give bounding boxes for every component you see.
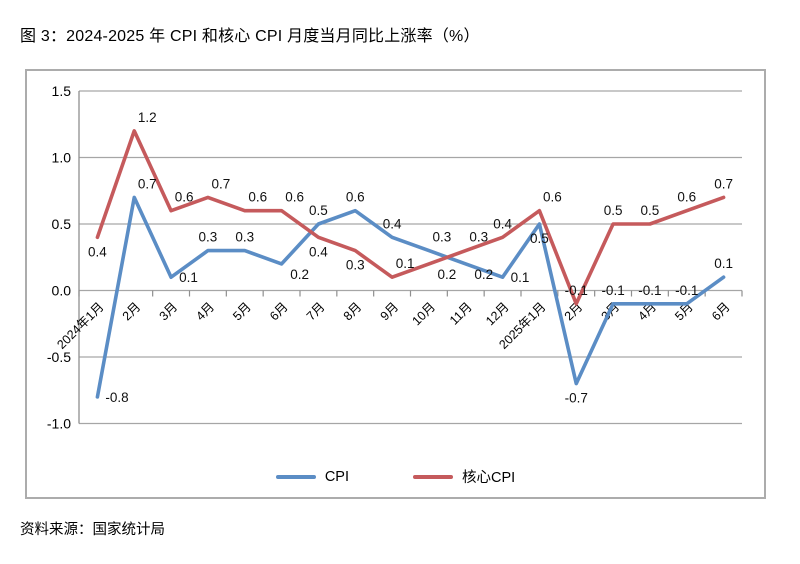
chart-frame: 1.5 1.0 0.5 0.0 -0.5 -1.0 2024年1月 2月 3月 4月 5月 6月 7月 8…: [25, 69, 766, 499]
x-axis-label: 6月: [709, 300, 733, 324]
core-cpi-data-label: 0.6: [248, 190, 267, 205]
x-axis-label: 2024年1月: [54, 300, 106, 352]
x-axis-label: 12月: [483, 300, 512, 329]
core-cpi-data-label: 0.7: [212, 176, 231, 191]
cpi-line-chart: 1.5 1.0 0.5 0.0 -0.5 -1.0 2024年1月 2月 3月 4月 5月 6月 7月 8…: [47, 83, 743, 432]
x-axis-label: 8月: [341, 300, 365, 324]
core-cpi-data-label: 0.5: [604, 203, 623, 218]
cpi-data-label: 0.2: [290, 267, 309, 282]
cpi-data-label: 0.1: [511, 270, 530, 285]
cpi-data-label: 0.2: [474, 267, 493, 282]
core-cpi-data-label: 0.7: [714, 176, 733, 191]
cpi-data-label: -0.1: [638, 283, 661, 298]
x-axis-label: 7月: [304, 300, 328, 324]
y-axis-tick-label: -0.5: [47, 349, 71, 365]
cpi-data-label: -0.8: [105, 390, 128, 405]
x-axis-label: 10月: [409, 300, 438, 329]
y-axis-tick-label: 1.5: [52, 83, 72, 99]
x-axis-label: 5月: [230, 300, 254, 324]
x-axis-label: 3月: [157, 300, 181, 324]
legend-item-cpi: CPI: [275, 468, 349, 485]
x-axis-label: 2月: [562, 300, 586, 324]
legend-item-core-cpi: 核心CPI: [413, 466, 515, 487]
core-cpi-data-label: 0.4: [309, 244, 328, 259]
cpi-data-label: 0.3: [199, 230, 218, 245]
cpi-legend-label: CPI: [324, 468, 349, 485]
cpi-data-label: 0.3: [235, 230, 254, 245]
core-cpi-legend-label: 核心CPI: [462, 470, 516, 486]
chart-legend: CPI 核心CPI: [27, 466, 764, 487]
y-axis-tick-label: 0.0: [52, 283, 72, 299]
cpi-data-label: -0.1: [601, 283, 624, 298]
cpi-data-label: 0.3: [433, 230, 452, 245]
cpi-data-label: 0.5: [309, 203, 328, 218]
cpi-data-label: -0.7: [565, 391, 588, 406]
cpi-line: [95, 195, 726, 399]
core-cpi-data-label: -0.1: [565, 283, 588, 298]
chart-title: 图 3：2024-2025 年 CPI 和核心 CPI 月度当月同比上涨率（%）: [20, 28, 480, 45]
cpi-data-label: 0.4: [383, 216, 402, 231]
core-cpi-data-label: 0.6: [175, 190, 194, 205]
cpi-legend-line: [275, 474, 316, 479]
core-cpi-data-label: 0.6: [677, 190, 696, 205]
core-cpi-data-label: 0.6: [285, 190, 304, 205]
core-cpi-data-label: 0.3: [469, 230, 488, 245]
x-axis-label: 11月: [447, 300, 475, 328]
cpi-data-label: 0.5: [530, 231, 549, 246]
core-cpi-data-label: 0.1: [396, 256, 415, 271]
x-axis-label: 2月: [120, 300, 144, 324]
core-cpi-data-label: 0.3: [346, 258, 365, 273]
cpi-data-label: -0.1: [675, 283, 698, 298]
cpi-data-label: 0.7: [138, 176, 157, 191]
x-axis-label: 9月: [378, 300, 402, 324]
cpi-data-label: 0.1: [179, 270, 198, 285]
y-axis-tick-label: 0.5: [52, 216, 72, 232]
x-axis-label: 6月: [267, 300, 291, 324]
core-cpi-data-label: 0.4: [493, 216, 512, 231]
core-cpi-data-label: 0.2: [438, 267, 457, 282]
x-axis-label: 4月: [193, 300, 217, 324]
source-note: 资料来源：国家统计局: [20, 522, 165, 538]
y-axis-tick-label: -1.0: [47, 416, 71, 432]
core-cpi-legend-line: [413, 474, 453, 479]
y-axis-tick-label: 1.0: [52, 150, 72, 166]
core-cpi-data-label: 1.2: [138, 110, 157, 125]
cpi-data-label: 0.6: [346, 190, 365, 205]
core-cpi-data-label: 0.5: [641, 203, 660, 218]
core-cpi-data-label: 0.6: [543, 190, 562, 205]
core-cpi-data-label: 0.4: [88, 244, 107, 259]
cpi-data-label: 0.1: [714, 256, 733, 271]
core-cpi-line: [95, 129, 726, 306]
